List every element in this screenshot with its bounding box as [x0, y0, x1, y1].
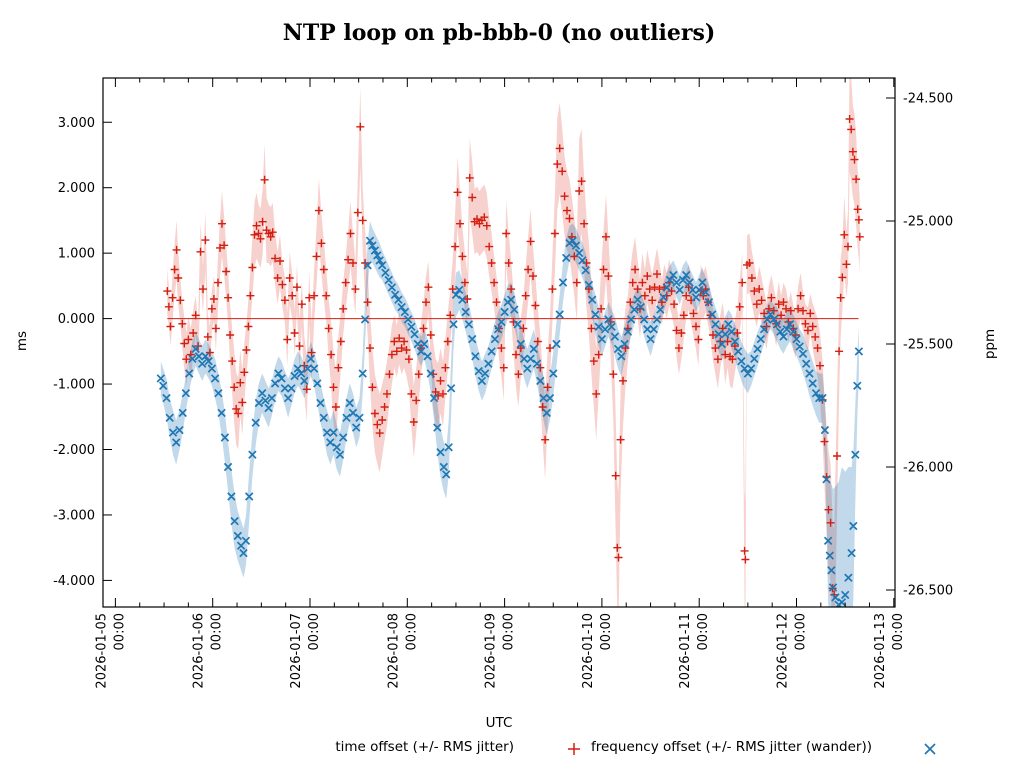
x-tick-time: 00:00	[794, 613, 809, 650]
x-tick-time: 00:00	[599, 613, 614, 650]
legend-frequency-offset-label: frequency offset (+/- RMS jitter (wander…	[591, 739, 872, 755]
x-tick-date: 2026-01-13	[873, 613, 888, 689]
x-axis-label-utc: UTC	[485, 715, 513, 731]
y-left-tick-label: 0.000	[58, 312, 95, 327]
x-tick-time: 00:00	[210, 613, 225, 650]
x-tick-time: 00:00	[891, 613, 906, 650]
y-right-tick-label: -26.000	[903, 461, 953, 476]
y-left-tick-label: -1.000	[53, 378, 95, 393]
y-right-tick-label: -25.500	[903, 338, 953, 353]
cross-marker-icon	[923, 741, 937, 760]
x-tick-time: 00:00	[404, 613, 419, 650]
x-tick-time: 00:00	[502, 613, 517, 650]
plot-border	[102, 77, 896, 608]
plus-marker-icon	[567, 741, 581, 760]
x-tick-time: 00:00	[112, 613, 127, 650]
y-left-tick-label: 1.000	[58, 247, 95, 262]
x-tick-date: 2026-01-06	[192, 613, 207, 689]
y-right-tick-label: -26.500	[903, 584, 953, 599]
y-left-tick-label: -3.000	[53, 508, 95, 523]
x-tick-date: 2026-01-07	[289, 613, 304, 689]
y-left-tick-label: 3.000	[58, 116, 95, 131]
x-tick-date: 2026-01-10	[581, 613, 596, 689]
axis-ticks	[103, 78, 895, 607]
x-tick-date: 2026-01-11	[678, 613, 693, 689]
y-left-tick-label: -2.000	[53, 443, 95, 458]
x-tick-date: 2026-01-08	[386, 613, 401, 689]
x-tick-date: 2026-01-09	[484, 613, 499, 689]
time-offset-band	[167, 78, 860, 607]
time-offset-markers	[163, 115, 864, 599]
x-tick-time: 00:00	[696, 613, 711, 650]
y-right-tick-label: -24.500	[903, 92, 953, 107]
legend-time-offset-label: time offset (+/- RMS jitter)	[335, 739, 514, 755]
y-right-tick-label: -25.000	[903, 215, 953, 230]
y-left-tick-label: -4.000	[53, 574, 95, 589]
x-tick-date: 2026-01-12	[776, 613, 791, 689]
chart-title: NTP loop on pb-bbb-0 (no outliers)	[282, 20, 716, 46]
plot-area	[156, 78, 864, 607]
y-left-tick-label: 2.000	[58, 181, 95, 196]
x-tick-date: 2026-01-05	[94, 613, 109, 689]
frequency-offset-markers	[156, 236, 864, 607]
x-tick-time: 00:00	[307, 613, 322, 650]
